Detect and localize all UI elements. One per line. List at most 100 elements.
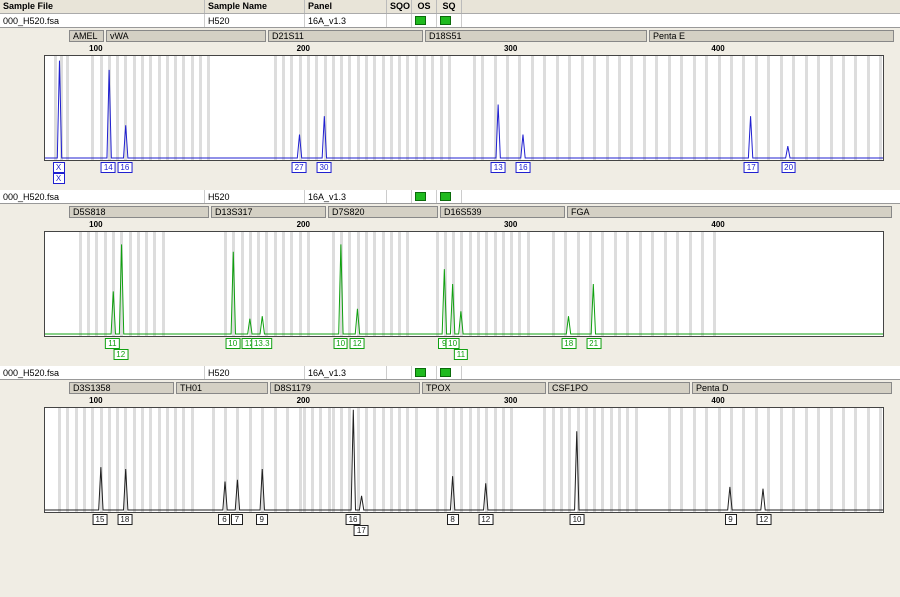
header-sq: SQ <box>437 0 462 13</box>
x-tick-label: 100 <box>89 396 102 405</box>
electropherogram-plot[interactable]: 010002000300040005000 <box>44 407 884 513</box>
x-tick-label: 100 <box>89 220 102 229</box>
status-icon <box>440 16 451 25</box>
locus-label[interactable]: AMEL <box>69 30 104 42</box>
allele-call[interactable]: 15 <box>93 514 108 525</box>
cell-sample-name: H520 <box>205 366 305 379</box>
x-tick-label: 300 <box>504 220 517 229</box>
x-tick-label: 400 <box>711 44 724 53</box>
allele-call[interactable]: 10 <box>570 514 585 525</box>
locus-label[interactable]: CSF1PO <box>548 382 690 394</box>
status-icon <box>415 192 426 201</box>
sample-file-row[interactable]: 000_H520.fsaH52016A_v1.3 <box>0 366 900 380</box>
locus-label[interactable]: FGA <box>567 206 892 218</box>
locus-label[interactable]: D7S820 <box>328 206 438 218</box>
allele-call[interactable]: 12 <box>756 514 771 525</box>
allele-call-row: XX1416273013161720 <box>44 162 884 184</box>
allele-call[interactable]: 27 <box>292 162 307 173</box>
allele-call[interactable]: 17 <box>744 162 759 173</box>
allele-call[interactable]: 10 <box>333 338 348 349</box>
x-axis-ruler: 100 200 300 400 <box>44 220 884 230</box>
trace-line <box>45 56 883 160</box>
x-tick-label: 300 <box>504 44 517 53</box>
cell-sample-file: 000_H520.fsa <box>0 366 205 379</box>
allele-call[interactable]: 18 <box>117 514 132 525</box>
cell-os <box>412 190 437 203</box>
header-sample-file: Sample File <box>0 0 205 13</box>
x-axis-ruler: 100200300400 <box>44 44 884 54</box>
cell-sq <box>437 14 462 27</box>
locus-label[interactable]: D16S539 <box>440 206 565 218</box>
plot-wrap: 10020030040001000200030001112101213.3101… <box>44 220 896 360</box>
cell-sq <box>437 190 462 203</box>
locus-label[interactable]: TH01 <box>176 382 268 394</box>
cell-sqo <box>387 14 412 27</box>
cell-os <box>412 366 437 379</box>
x-tick-label: 400 <box>711 220 724 229</box>
allele-call[interactable]: X <box>53 162 65 173</box>
allele-call[interactable]: 30 <box>317 162 332 173</box>
allele-call[interactable]: 10 <box>445 338 460 349</box>
allele-call[interactable]: 16 <box>346 514 361 525</box>
cell-sample-name: H520 <box>205 14 305 27</box>
column-header-row: Sample File Sample Name Panel SQO OS SQ <box>0 0 900 14</box>
locus-label[interactable]: D13S317 <box>211 206 326 218</box>
locus-row: D5S818D13S317D7S820D16S539FGA <box>69 206 896 218</box>
allele-call[interactable]: 10 <box>225 338 240 349</box>
locus-label[interactable]: Penta D <box>692 382 892 394</box>
allele-call[interactable]: 11 <box>454 349 468 360</box>
locus-label[interactable]: D8S1179 <box>270 382 420 394</box>
allele-call[interactable]: 12 <box>350 338 365 349</box>
electropherogram-panels: 000_H520.fsaH52016A_v1.3AMELvWAD21S11D18… <box>0 14 900 536</box>
allele-call[interactable]: 9 <box>256 514 268 525</box>
allele-call[interactable]: 12 <box>478 514 493 525</box>
allele-call[interactable]: 8 <box>447 514 459 525</box>
allele-call[interactable]: 9 <box>725 514 737 525</box>
allele-call[interactable]: 6 <box>218 514 230 525</box>
locus-label[interactable]: D21S11 <box>268 30 423 42</box>
plot-wrap: 10020030040001000200030004000XX141627301… <box>44 44 896 184</box>
allele-call[interactable]: 17 <box>354 525 369 536</box>
cell-sqo <box>387 366 412 379</box>
locus-label[interactable]: D5S818 <box>69 206 209 218</box>
allele-call[interactable]: X <box>53 173 65 184</box>
sample-file-row[interactable]: 000_H520.fsaH52016A_v1.3 <box>0 190 900 204</box>
status-icon <box>440 368 451 377</box>
locus-row: AMELvWAD21S11D18S51Penta E <box>69 30 896 42</box>
allele-call[interactable]: 20 <box>781 162 796 173</box>
allele-call[interactable]: 13 <box>491 162 506 173</box>
status-icon <box>440 192 451 201</box>
allele-call[interactable]: 21 <box>586 338 601 349</box>
electropherogram-plot[interactable]: 0100020003000 <box>44 231 884 337</box>
locus-label[interactable]: D3S1358 <box>69 382 174 394</box>
allele-call-row: 1112101213.31012910111821 <box>44 338 884 360</box>
x-tick-label: 200 <box>297 220 310 229</box>
allele-call[interactable]: 12 <box>113 349 128 360</box>
dye-panel: D3S1358TH01D8S1179TPOXCSF1POPenta D 100 20… <box>4 382 896 536</box>
trace-line <box>45 408 883 512</box>
cell-panel: 16A_v1.3 <box>305 14 387 27</box>
cell-panel: 16A_v1.3 <box>305 366 387 379</box>
allele-call[interactable]: 11 <box>105 338 119 349</box>
dye-panel: D5S818D13S317D7S820D16S539FGA 100 200 300 40… <box>4 206 896 360</box>
sample-file-row[interactable]: 000_H520.fsaH52016A_v1.3 <box>0 14 900 28</box>
locus-label[interactable]: TPOX <box>422 382 546 394</box>
header-panel: Panel <box>305 0 387 13</box>
x-tick-label: 200 <box>297 396 310 405</box>
locus-label[interactable]: vWA <box>106 30 266 42</box>
electropherogram-plot[interactable]: 01000200030004000 <box>44 55 884 161</box>
header-sample-name: Sample Name <box>205 0 305 13</box>
x-tick-label: 400 <box>711 396 724 405</box>
allele-call[interactable]: 13.3 <box>251 338 273 349</box>
cell-sample-name: H520 <box>205 190 305 203</box>
cell-panel: 16A_v1.3 <box>305 190 387 203</box>
allele-call[interactable]: 16 <box>117 162 132 173</box>
allele-call[interactable]: 18 <box>561 338 576 349</box>
locus-label[interactable]: Penta E <box>649 30 894 42</box>
status-icon <box>415 368 426 377</box>
locus-label[interactable]: D18S51 <box>425 30 647 42</box>
allele-call[interactable]: 7 <box>231 514 243 525</box>
allele-call[interactable]: 16 <box>516 162 531 173</box>
cell-sqo <box>387 190 412 203</box>
allele-call[interactable]: 14 <box>101 162 116 173</box>
